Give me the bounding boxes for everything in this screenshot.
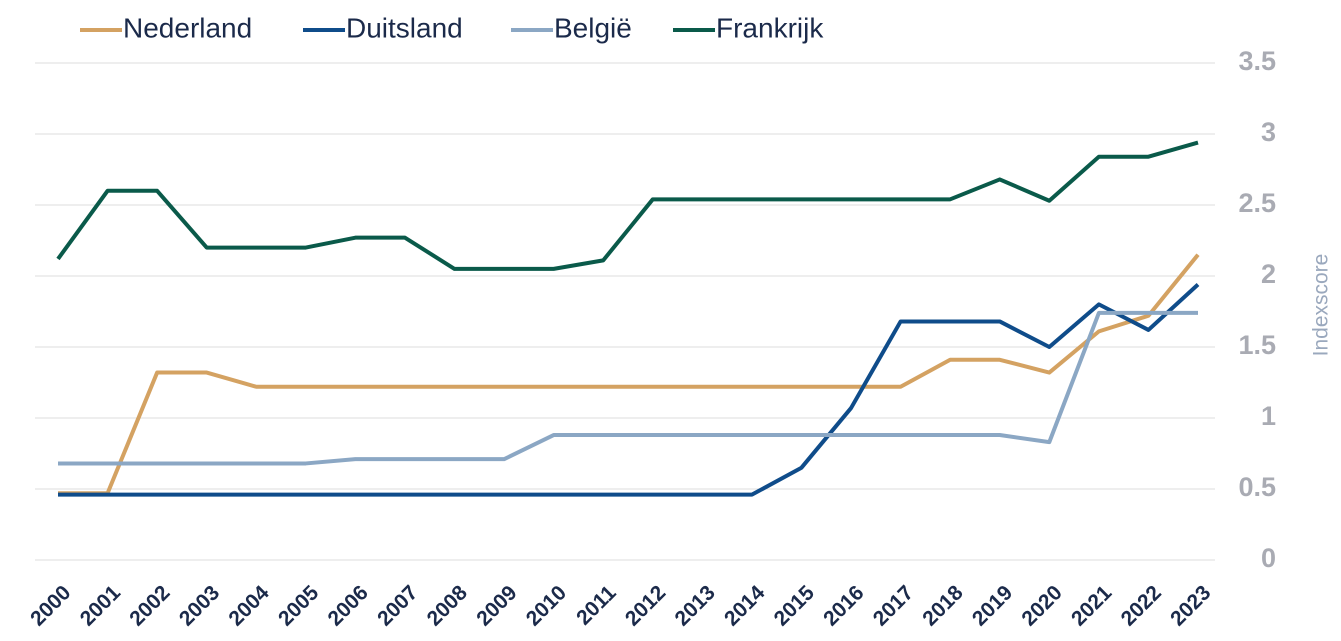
x-tick-label: 2020	[1017, 581, 1066, 630]
legend-label: Duitsland	[346, 12, 463, 43]
y-tick-label: 3	[1261, 117, 1276, 147]
x-tick-label: 2004	[224, 581, 274, 631]
x-tick-label: 2018	[918, 581, 968, 631]
x-tick-label: 2019	[968, 581, 1017, 630]
series-line	[56, 140, 1199, 271]
x-tick-label: 2012	[621, 581, 670, 630]
x-tick-label: 2008	[423, 581, 473, 631]
y-tick-label: 1	[1261, 401, 1276, 431]
x-tick-label: 2021	[1067, 581, 1117, 631]
x-tick-label: 2001	[76, 581, 126, 631]
x-tick-label: 2006	[324, 581, 373, 630]
y-tick-label: 3.5	[1238, 46, 1276, 76]
legend-label: Frankrijk	[716, 12, 824, 43]
x-tick-label: 2022	[1117, 581, 1166, 630]
y-tick-label: 2.5	[1238, 188, 1276, 218]
x-tick-label: 2017	[869, 581, 918, 630]
x-tick-label: 2014	[720, 581, 770, 631]
series-line	[58, 283, 1200, 497]
x-tick-label: 2000	[26, 581, 75, 630]
y-axis-label: Indexscore	[1310, 254, 1333, 357]
x-tick-label: 2010	[522, 581, 571, 630]
y-tick-label: 1.5	[1238, 330, 1276, 360]
legend-label: België	[554, 12, 632, 43]
series-line	[58, 310, 1198, 466]
x-tick-label: 2002	[125, 581, 174, 630]
legend-label: Nederland	[123, 12, 252, 43]
series-line	[58, 253, 1200, 496]
x-tick-label: 2005	[274, 581, 324, 631]
y-tick-label: 0.5	[1238, 472, 1276, 502]
x-tick-label: 2015	[770, 581, 820, 631]
y-tick-label: 0	[1261, 543, 1276, 573]
x-tick-label: 2023	[1166, 581, 1215, 630]
x-tick-label: 2016	[819, 581, 868, 630]
x-tick-label: 2013	[671, 581, 720, 630]
x-tick-label: 2003	[175, 581, 224, 630]
x-tick-label: 2011	[572, 581, 621, 630]
y-tick-label: 2	[1261, 259, 1276, 289]
x-tick-label: 2009	[472, 581, 521, 630]
x-tick-label: 2007	[373, 581, 422, 630]
